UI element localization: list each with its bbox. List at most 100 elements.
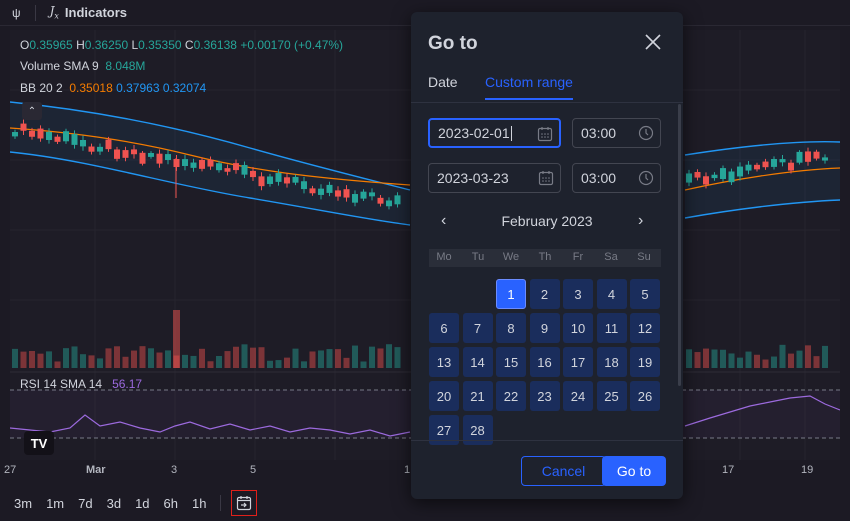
candle-body bbox=[20, 123, 27, 131]
calendar-day[interactable]: 17 bbox=[563, 347, 593, 377]
go-to-button[interactable]: Go to bbox=[602, 456, 666, 486]
tradingview-logo[interactable]: TV bbox=[24, 431, 54, 455]
calendar-day[interactable]: 11 bbox=[596, 313, 627, 343]
weekday-label: Th bbox=[538, 251, 552, 263]
calendar-day[interactable]: 20 bbox=[429, 381, 459, 411]
volume-bar bbox=[182, 354, 188, 368]
volume-bar bbox=[80, 354, 86, 368]
volume-bar bbox=[29, 350, 35, 368]
candle-body bbox=[805, 151, 811, 162]
volume-bar bbox=[813, 356, 820, 368]
clock-icon[interactable] bbox=[638, 125, 654, 141]
candle-body bbox=[37, 128, 44, 139]
calendar-day[interactable]: 24 bbox=[563, 381, 593, 411]
calendar-day[interactable]: 6 bbox=[429, 313, 459, 343]
prev-month-icon[interactable]: ‹ bbox=[441, 212, 447, 229]
calendar-day[interactable]: 10 bbox=[563, 313, 593, 343]
timeframe-6h[interactable]: 6h bbox=[163, 495, 178, 511]
next-month-icon[interactable]: › bbox=[638, 212, 644, 229]
footer-divider bbox=[411, 440, 683, 441]
calendar-day[interactable]: 26 bbox=[630, 381, 660, 411]
calendar-day[interactable]: 2 bbox=[529, 279, 560, 309]
calendar-day[interactable]: 12 bbox=[630, 313, 660, 343]
candle-body bbox=[131, 149, 137, 155]
timeframe-3d[interactable]: 3d bbox=[106, 495, 122, 511]
start-date-input[interactable]: 2023-02-01 bbox=[428, 118, 561, 148]
collapse-legend-button[interactable]: ⌃ bbox=[22, 102, 42, 120]
calendar-day[interactable]: 14 bbox=[462, 347, 493, 377]
candle-body bbox=[292, 176, 299, 183]
candle-body bbox=[156, 153, 163, 164]
candle-body bbox=[165, 154, 171, 160]
calendar-day[interactable]: 1 bbox=[496, 279, 526, 309]
toolbar-separator bbox=[34, 4, 36, 21]
timeframe-1m[interactable]: 1m bbox=[46, 495, 65, 511]
candle-body bbox=[54, 136, 61, 142]
close-icon[interactable] bbox=[643, 32, 663, 52]
calendar-day[interactable]: 18 bbox=[596, 347, 627, 377]
tabs-divider bbox=[411, 102, 683, 103]
volume-bar bbox=[711, 349, 718, 368]
candle-body bbox=[822, 157, 828, 161]
calendar-day[interactable]: 15 bbox=[496, 347, 526, 377]
dialog-scrollbar[interactable] bbox=[678, 104, 681, 386]
end-time-input[interactable]: 03:00 bbox=[572, 163, 661, 193]
candle-body bbox=[720, 168, 726, 179]
calendar-day[interactable]: 3 bbox=[563, 279, 593, 309]
volume-bar bbox=[343, 357, 350, 368]
candle-body bbox=[88, 146, 95, 152]
volume-bar bbox=[284, 357, 290, 368]
tab-date[interactable]: Date bbox=[428, 74, 458, 90]
goto-date-button[interactable] bbox=[231, 490, 258, 516]
calendar-day[interactable]: 13 bbox=[429, 347, 459, 377]
candle-body bbox=[377, 197, 384, 204]
candle-body bbox=[711, 174, 718, 179]
tab-custom-range[interactable]: Custom range bbox=[485, 74, 573, 100]
time-axis-label: 3 bbox=[171, 464, 178, 476]
cancel-button[interactable]: Cancel bbox=[521, 456, 606, 486]
volume-bar bbox=[88, 355, 95, 368]
calendar-day[interactable]: 4 bbox=[596, 279, 627, 309]
candle-body bbox=[360, 191, 367, 199]
volume-bar bbox=[720, 349, 726, 368]
start-time-input[interactable]: 03:00 bbox=[572, 118, 661, 148]
volume-bar bbox=[165, 350, 171, 368]
calendar-day[interactable]: 19 bbox=[630, 347, 660, 377]
fx-icon[interactable]: Jx bbox=[49, 4, 59, 21]
volume-bar bbox=[63, 348, 69, 368]
rsi-legend: RSI 14 SMA 14 56.17 bbox=[20, 377, 143, 391]
calendar-day[interactable]: 16 bbox=[529, 347, 560, 377]
calendar-day[interactable]: 7 bbox=[462, 313, 493, 343]
timeframe-1d[interactable]: 1d bbox=[135, 495, 150, 511]
volume-bar bbox=[822, 345, 828, 368]
volume-bar bbox=[771, 356, 777, 368]
calendar-day[interactable]: 25 bbox=[596, 381, 627, 411]
volume-bar bbox=[156, 352, 163, 368]
candle-body bbox=[694, 172, 701, 178]
volume-bar bbox=[335, 349, 341, 368]
clock-icon[interactable] bbox=[638, 170, 654, 186]
calendar-day[interactable]: 23 bbox=[529, 381, 560, 411]
candle-body bbox=[190, 162, 197, 168]
volume-bar bbox=[737, 357, 743, 368]
volume-bar bbox=[233, 346, 239, 368]
weekday-label: Fr bbox=[572, 251, 584, 263]
calendar-day[interactable]: 8 bbox=[496, 313, 526, 343]
calendar-day[interactable]: 22 bbox=[496, 381, 526, 411]
indicators-button[interactable]: Indicators bbox=[64, 5, 128, 20]
end-date-input[interactable]: 2023-03-23 bbox=[428, 163, 561, 193]
candles-group bbox=[12, 119, 828, 210]
calendar-icon[interactable] bbox=[537, 126, 553, 142]
timeframe-7d[interactable]: 7d bbox=[78, 495, 93, 511]
volume-bar bbox=[292, 348, 299, 368]
timeframe-1h[interactable]: 1h bbox=[192, 495, 207, 511]
compare-icon[interactable]: ψ bbox=[12, 5, 21, 20]
calendar-day[interactable]: 9 bbox=[529, 313, 560, 343]
calendar-day[interactable]: 5 bbox=[630, 279, 660, 309]
calendar-day[interactable]: 21 bbox=[462, 381, 493, 411]
calendar-icon[interactable] bbox=[538, 170, 554, 186]
candle-body bbox=[788, 162, 794, 171]
timeframe-3m[interactable]: 3m bbox=[14, 495, 33, 511]
goto-dialog: Go to Date Custom range 2023-02-01 03:00 bbox=[411, 12, 683, 499]
